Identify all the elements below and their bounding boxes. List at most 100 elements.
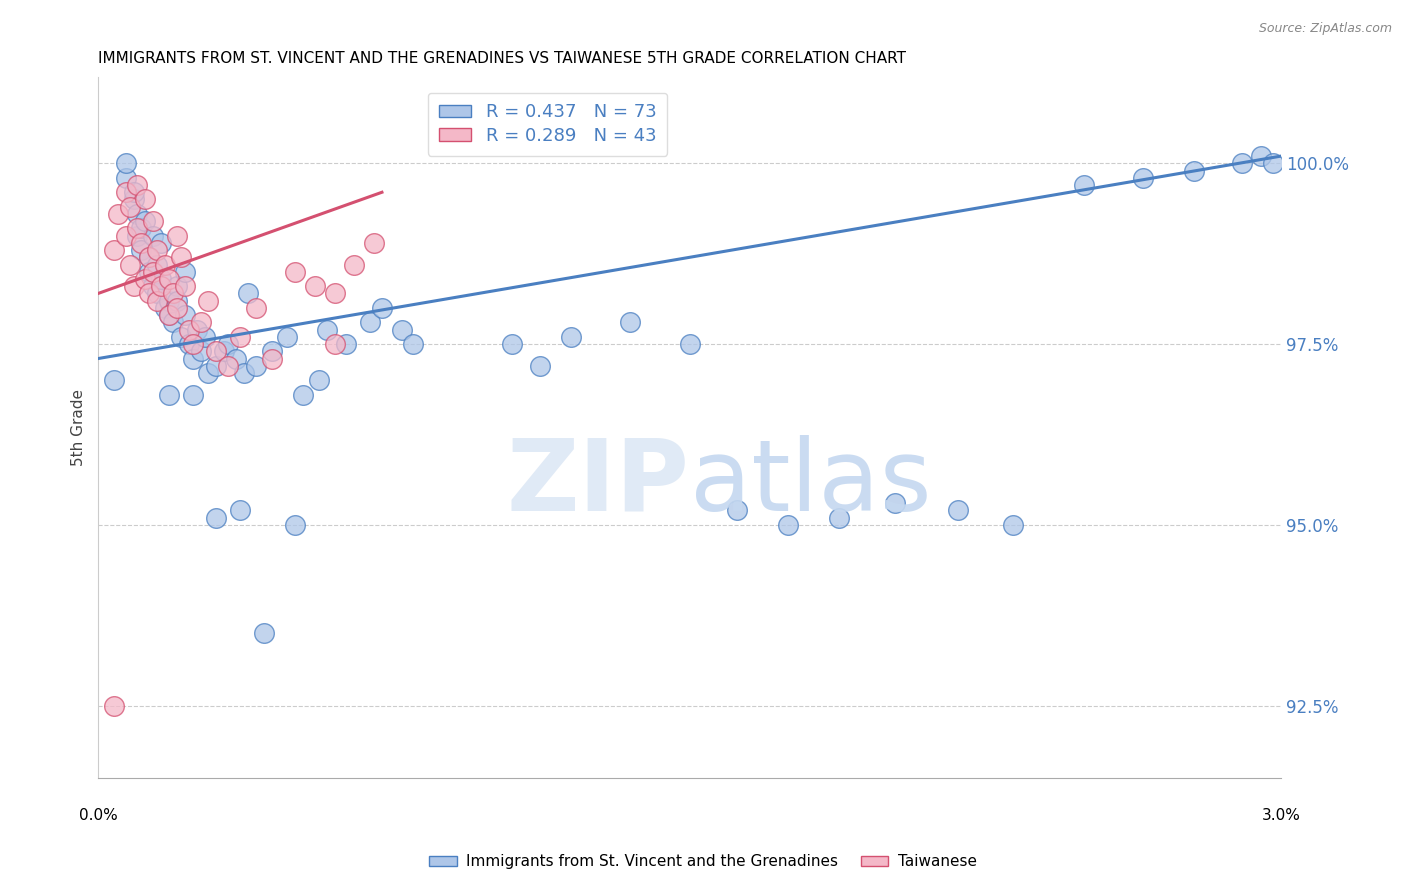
Text: ZIP: ZIP <box>506 435 689 532</box>
Point <box>1001 517 1024 532</box>
Point <box>114 156 136 170</box>
Point <box>138 250 160 264</box>
Point <box>173 279 195 293</box>
Point <box>138 265 160 279</box>
Point <box>142 214 165 228</box>
Point <box>146 258 169 272</box>
Point <box>1261 156 1284 170</box>
Point <box>284 265 307 279</box>
Point <box>229 503 252 517</box>
Text: Source: ZipAtlas.com: Source: ZipAtlas.com <box>1258 22 1392 36</box>
Point <box>157 308 180 322</box>
Point <box>197 366 219 380</box>
Point <box>232 366 254 380</box>
Point <box>205 510 228 524</box>
Point <box>107 207 129 221</box>
Point <box>150 235 173 250</box>
Point <box>166 293 188 308</box>
Point <box>162 315 184 329</box>
Point <box>323 286 346 301</box>
Legend: Immigrants from St. Vincent and the Grenadines, Taiwanese: Immigrants from St. Vincent and the Gren… <box>423 848 983 875</box>
Point <box>308 373 330 387</box>
Point <box>153 301 176 315</box>
Text: atlas: atlas <box>689 435 931 532</box>
Point <box>166 228 188 243</box>
Point <box>131 243 153 257</box>
Point <box>245 301 267 315</box>
Point <box>177 323 200 337</box>
Point <box>146 286 169 301</box>
Point <box>186 323 208 337</box>
Point <box>170 250 193 264</box>
Point <box>276 330 298 344</box>
Point <box>229 330 252 344</box>
Point <box>1230 156 1253 170</box>
Point <box>134 193 156 207</box>
Point <box>181 387 204 401</box>
Point <box>529 359 551 373</box>
Point <box>138 250 160 264</box>
Point <box>217 359 239 373</box>
Point <box>127 221 149 235</box>
Point <box>142 228 165 243</box>
Point <box>1182 163 1205 178</box>
Point <box>157 293 180 308</box>
Point <box>122 193 145 207</box>
Point <box>205 344 228 359</box>
Point <box>197 293 219 308</box>
Point <box>946 503 969 517</box>
Point <box>146 243 169 257</box>
Point <box>114 170 136 185</box>
Point <box>236 286 259 301</box>
Point <box>157 387 180 401</box>
Point <box>304 279 326 293</box>
Point <box>402 337 425 351</box>
Point <box>134 272 156 286</box>
Point <box>560 330 582 344</box>
Point <box>118 200 141 214</box>
Point <box>725 503 748 517</box>
Point <box>118 258 141 272</box>
Point <box>170 330 193 344</box>
Point <box>678 337 700 351</box>
Point <box>217 337 239 351</box>
Point <box>363 235 385 250</box>
Point <box>146 293 169 308</box>
Point <box>315 323 337 337</box>
Point <box>114 186 136 200</box>
Point <box>103 698 125 713</box>
Point <box>157 272 180 286</box>
Point <box>181 337 204 351</box>
Point <box>127 178 149 192</box>
Text: IMMIGRANTS FROM ST. VINCENT AND THE GRENADINES VS TAIWANESE 5TH GRADE CORRELATIO: IMMIGRANTS FROM ST. VINCENT AND THE GREN… <box>98 51 905 66</box>
Point <box>153 258 176 272</box>
Point <box>122 186 145 200</box>
Point <box>177 337 200 351</box>
Point <box>253 626 276 640</box>
Point <box>335 337 357 351</box>
Point <box>778 517 800 532</box>
Point <box>245 359 267 373</box>
Point <box>134 214 156 228</box>
Point <box>225 351 247 366</box>
Point <box>166 279 188 293</box>
Point <box>1250 149 1272 163</box>
Point <box>343 258 366 272</box>
Point <box>122 279 145 293</box>
Legend: R = 0.437   N = 73, R = 0.289   N = 43: R = 0.437 N = 73, R = 0.289 N = 43 <box>427 93 668 156</box>
Point <box>173 265 195 279</box>
Point <box>205 359 228 373</box>
Point <box>142 279 165 293</box>
Point <box>127 228 149 243</box>
Point <box>162 286 184 301</box>
Point <box>150 279 173 293</box>
Point <box>260 351 283 366</box>
Point <box>127 207 149 221</box>
Point <box>260 344 283 359</box>
Point <box>142 265 165 279</box>
Point <box>212 344 235 359</box>
Point <box>173 308 195 322</box>
Point <box>181 351 204 366</box>
Point <box>284 517 307 532</box>
Y-axis label: 5th Grade: 5th Grade <box>72 389 86 466</box>
